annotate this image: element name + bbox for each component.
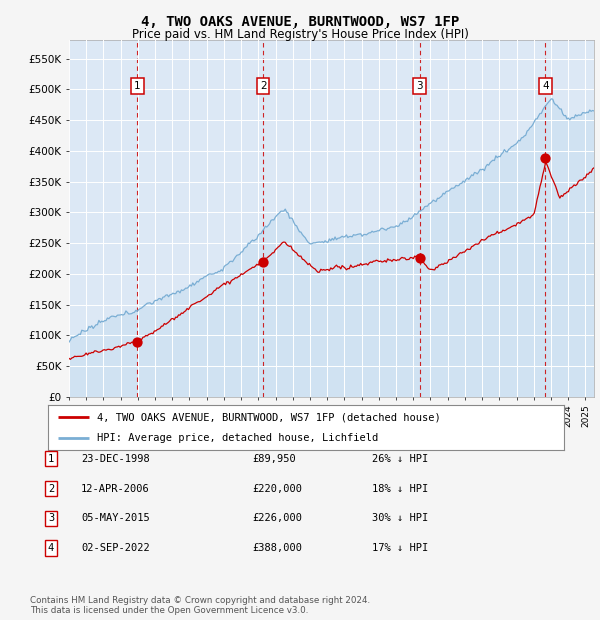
Text: 3: 3 [48, 513, 54, 523]
Point [415, 253, 424, 263]
Text: Contains HM Land Registry data © Crown copyright and database right 2024.
This d: Contains HM Land Registry data © Crown c… [30, 596, 370, 615]
Point [541, 153, 550, 163]
Text: 02-SEP-2022: 02-SEP-2022 [81, 543, 150, 553]
Text: 4: 4 [542, 81, 548, 91]
Text: 30% ↓ HPI: 30% ↓ HPI [372, 513, 428, 523]
Text: HPI: Average price, detached house, Lichfield: HPI: Average price, detached house, Lich… [97, 433, 378, 443]
Point [133, 337, 142, 347]
Text: £388,000: £388,000 [252, 543, 302, 553]
Point [259, 257, 268, 267]
Text: 1: 1 [134, 81, 140, 91]
Text: 17% ↓ HPI: 17% ↓ HPI [372, 543, 428, 553]
Text: 26% ↓ HPI: 26% ↓ HPI [372, 454, 428, 464]
Text: £226,000: £226,000 [252, 513, 302, 523]
Text: £220,000: £220,000 [252, 484, 302, 494]
Text: 4: 4 [48, 543, 54, 553]
Text: 05-MAY-2015: 05-MAY-2015 [81, 513, 150, 523]
Text: 2: 2 [48, 484, 54, 494]
Text: 23-DEC-1998: 23-DEC-1998 [81, 454, 150, 464]
Text: Price paid vs. HM Land Registry's House Price Index (HPI): Price paid vs. HM Land Registry's House … [131, 28, 469, 41]
Text: 1: 1 [48, 454, 54, 464]
Text: 2: 2 [260, 81, 266, 91]
Text: 4, TWO OAKS AVENUE, BURNTWOOD, WS7 1FP (detached house): 4, TWO OAKS AVENUE, BURNTWOOD, WS7 1FP (… [97, 412, 441, 422]
Text: 3: 3 [416, 81, 423, 91]
Text: 18% ↓ HPI: 18% ↓ HPI [372, 484, 428, 494]
Text: £89,950: £89,950 [252, 454, 296, 464]
Text: 12-APR-2006: 12-APR-2006 [81, 484, 150, 494]
Text: 4, TWO OAKS AVENUE, BURNTWOOD, WS7 1FP: 4, TWO OAKS AVENUE, BURNTWOOD, WS7 1FP [141, 16, 459, 30]
